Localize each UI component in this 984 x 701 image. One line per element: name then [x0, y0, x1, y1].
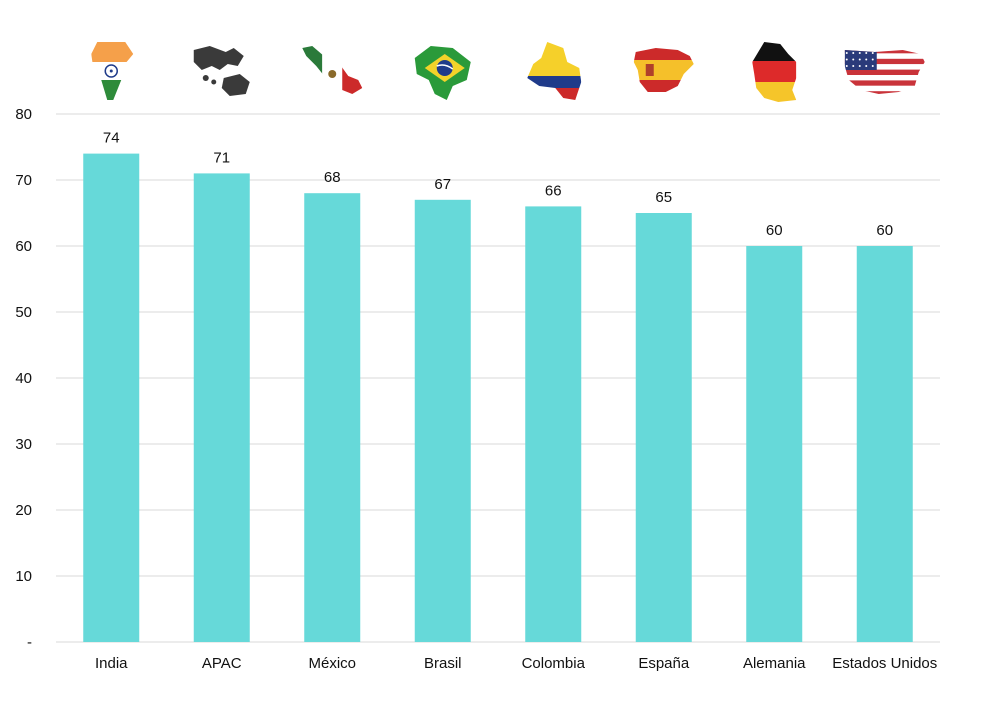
- x-tick-label: APAC: [202, 655, 242, 672]
- bar-1: [193, 173, 250, 642]
- data-label: 67: [434, 176, 451, 193]
- usa-map-flag-icon: [844, 50, 925, 94]
- spain-map-flag-icon: [633, 48, 694, 92]
- y-tick-label: 30: [15, 436, 32, 453]
- brazil-map-flag-icon: [414, 46, 471, 100]
- x-tick-label: México: [308, 655, 356, 672]
- germany-map-flag-icon: [752, 42, 797, 102]
- data-labels: 74 71 68 67 66 65 60 60: [103, 130, 893, 239]
- bar-5: [635, 213, 692, 642]
- y-tick-label: 60: [15, 238, 32, 255]
- y-tick-label: 70: [15, 172, 32, 189]
- mexico-map-flag-icon: [302, 46, 363, 94]
- colombia-map-flag-icon: [527, 42, 582, 100]
- bar-7: [856, 246, 913, 642]
- data-label: 66: [545, 182, 562, 199]
- data-label: 71: [213, 149, 230, 166]
- y-tick-label: 80: [15, 106, 32, 123]
- x-tick-label: Colombia: [522, 655, 586, 672]
- x-tick-label: India: [95, 655, 128, 672]
- data-label: 60: [876, 222, 893, 239]
- y-tick-label: 10: [15, 568, 32, 585]
- y-tick-label: 50: [15, 304, 32, 321]
- data-label: 65: [655, 189, 672, 206]
- x-tick-label: Estados Unidos: [832, 655, 937, 672]
- x-tick-label: España: [638, 655, 690, 672]
- bar-4: [525, 206, 582, 642]
- flag-icons: [91, 42, 925, 102]
- bar-3: [414, 199, 471, 643]
- data-label: 60: [766, 222, 783, 239]
- data-label: 68: [324, 169, 341, 186]
- x-tick-label: Brasil: [424, 655, 462, 672]
- y-tick-label: 40: [15, 370, 32, 387]
- x-tick-label: Alemania: [743, 655, 806, 672]
- y-tick-label: -: [27, 634, 32, 651]
- bar-6: [746, 246, 803, 642]
- y-tick-label: 20: [15, 502, 32, 519]
- y-axis-tick-labels: - 10 20 30 40 50 60 70 80: [15, 106, 32, 651]
- grid-lines: [56, 113, 940, 643]
- bars: [83, 153, 913, 643]
- india-map-flag-icon: [91, 42, 134, 100]
- x-axis-tick-labels: India APAC México Brasil Colombia España Alema…: [95, 655, 937, 672]
- data-label: 74: [103, 130, 120, 147]
- bar-0: [83, 153, 140, 642]
- apac-map-flag-icon: [193, 46, 250, 96]
- bar-2: [304, 193, 361, 642]
